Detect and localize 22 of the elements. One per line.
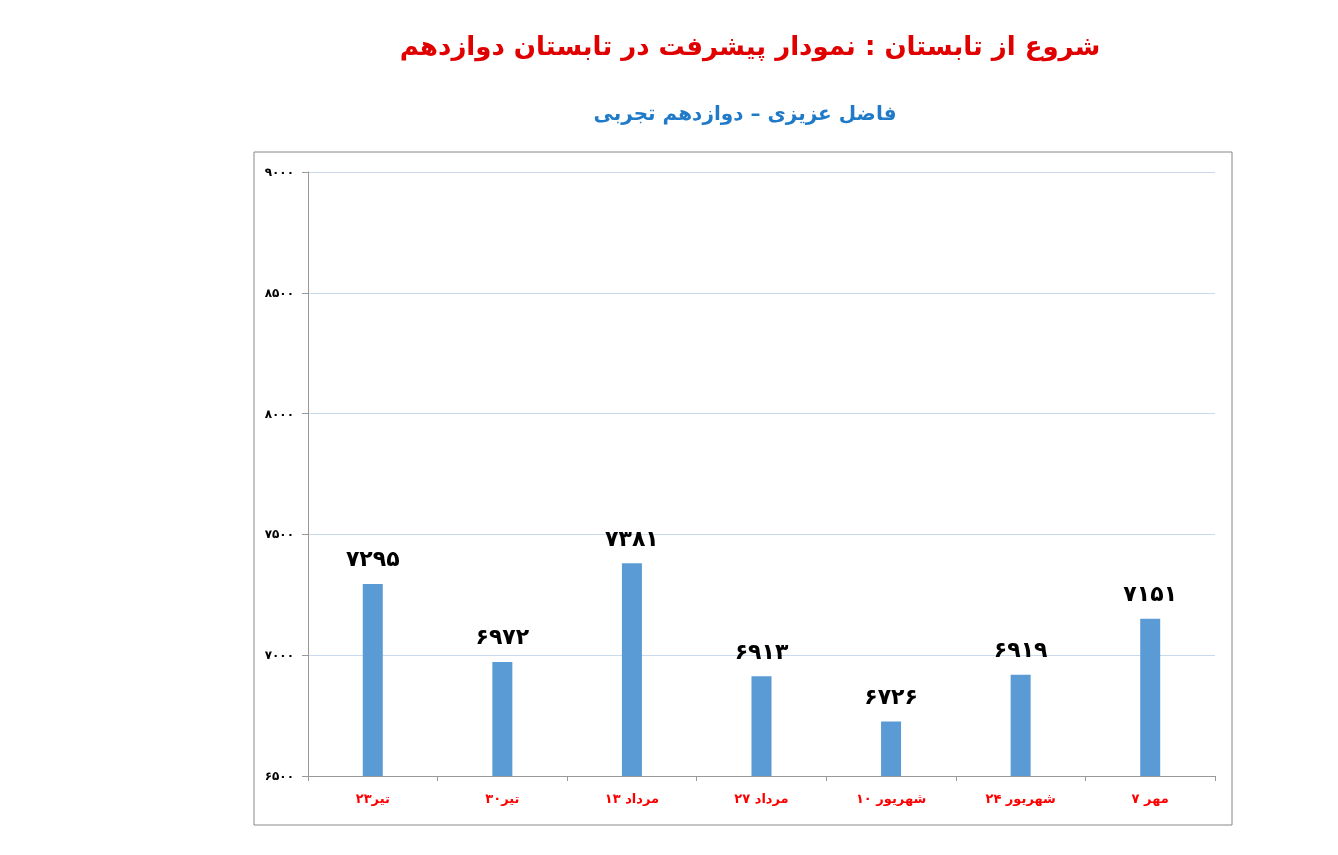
x-tick-label: ۲۷ مرداد: [734, 791, 789, 806]
chart-subtitle: فاضل عزیزی – دوازدهم تجربی: [593, 101, 897, 125]
x-tick-label: ۲۳تیر: [355, 791, 390, 806]
y-tick-label: ۷۰۰۰: [264, 648, 294, 663]
data-label: ۶۹۱۹: [993, 637, 1048, 663]
chart-title: شروع از تابستان : نمودار پیشرفت در تابستان دوازدهم: [399, 31, 1101, 62]
data-label: ۶۹۷۲: [475, 624, 530, 650]
x-tick-label: ۲۴ شهریور: [985, 791, 1056, 806]
y-tick-label: ۶۵۰۰: [264, 769, 294, 783]
y-tick-label: ۷۵۰۰: [264, 527, 294, 542]
data-label: ۶۹۱۳: [734, 638, 789, 664]
data-label: ۶۷۲۶: [864, 683, 918, 709]
data-label: ۷۲۹۵: [345, 546, 400, 572]
data-label: ۷۱۵۱: [1123, 581, 1178, 607]
x-tick-label: ۱۳ مرداد: [604, 791, 660, 806]
x-tick-label: ۳۰تیر: [485, 791, 520, 806]
y-tick-label: ۹۰۰۰: [264, 165, 294, 179]
y-tick-label: ۸۵۰۰: [264, 285, 294, 300]
y-tick-label: ۸۰۰۰: [264, 406, 294, 421]
data-label: ۷۳۸۱: [605, 525, 659, 551]
x-tick-label: ۷ مهر: [1131, 791, 1169, 806]
x-tick-label: ۱۰ شهریور: [855, 791, 927, 806]
